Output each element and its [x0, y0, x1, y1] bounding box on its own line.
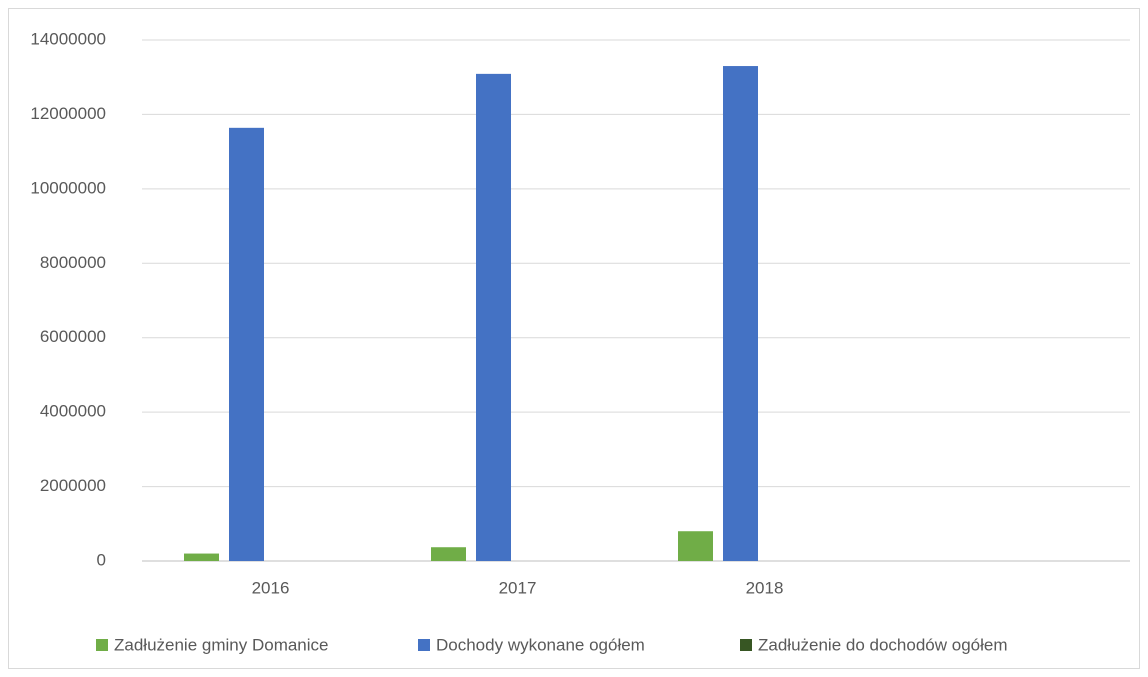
x-tick-label: 2018: [746, 578, 784, 597]
x-tick-label: 2017: [499, 578, 537, 597]
bar: [723, 66, 758, 562]
x-tick-label: 2016: [252, 578, 290, 597]
legend-swatch: [418, 639, 430, 651]
legend-label: Zadłużenie gminy Domanice: [114, 635, 329, 654]
y-tick-label: 8000000: [40, 253, 106, 272]
y-tick-label: 2000000: [40, 476, 106, 495]
legend-swatch: [740, 639, 752, 651]
legend-label: Zadłużenie do dochodów ogółem: [758, 635, 1008, 654]
y-tick-label: 6000000: [40, 327, 106, 346]
y-tick-label: 12000000: [30, 104, 106, 123]
y-tick-label: 10000000: [30, 178, 106, 197]
legend-swatch: [96, 639, 108, 651]
bar: [184, 553, 219, 561]
bar: [476, 73, 511, 562]
y-tick-label: 4000000: [40, 402, 106, 421]
bar: [229, 127, 264, 561]
y-tick-label: 0: [97, 550, 106, 569]
y-tick-label: 14000000: [30, 29, 106, 48]
chart-frame: [8, 8, 1140, 669]
bar: [431, 547, 466, 561]
legend-label: Dochody wykonane ogółem: [436, 635, 645, 654]
bar: [678, 531, 713, 561]
